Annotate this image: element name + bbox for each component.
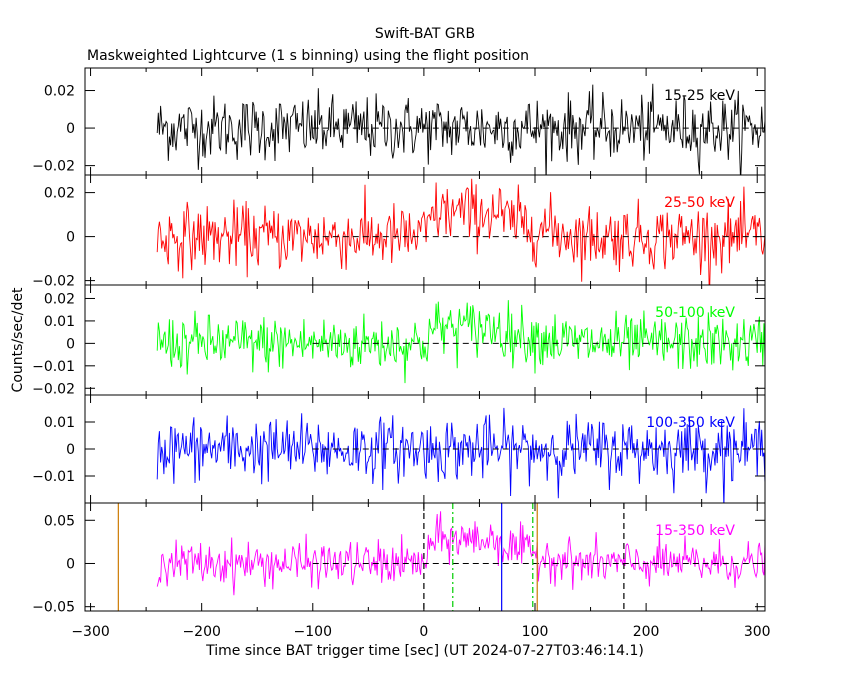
x-tick-label: −300 (71, 624, 109, 640)
panel-1: 0.02 0 −0.02 15-25 keV (32, 67, 766, 176)
x-tick-label: 200 (633, 624, 660, 640)
y-tick-label: 0.02 (44, 84, 75, 100)
panel-5: 0.05 0 −0.05 15-350 keV (32, 502, 766, 616)
y-tick-label: −0.05 (32, 600, 75, 616)
series-legend-label: 50-100 keV (655, 305, 735, 321)
series-line-5 (156, 511, 765, 596)
chart-title: Swift-BAT GRB (375, 26, 475, 42)
y-tick-label: 0.02 (44, 186, 75, 202)
y-axis-label: Counts/sec/det (10, 287, 26, 392)
series-line-3 (156, 300, 765, 384)
x-tick-label: 300 (744, 624, 771, 640)
y-tick-label: 0 (66, 230, 75, 246)
series-line-2 (156, 178, 765, 285)
y-tick-label: −0.02 (32, 159, 75, 175)
series-legend-label: 15-350 keV (655, 523, 735, 539)
y-tick-label: 0.05 (44, 513, 75, 529)
panel-frame (84, 284, 766, 396)
chart-subtitle: Maskweighted Lightcurve (1 s binning) us… (87, 48, 529, 64)
y-tick-label: 0.02 (44, 291, 75, 307)
y-tick-label: −0.02 (32, 381, 75, 397)
panel-3: 0.02 0.01 0 −0.01 −0.02 50-100 keV (32, 284, 766, 397)
x-tick-label: 100 (522, 624, 549, 640)
x-tick-label: −100 (294, 624, 332, 640)
y-tick-label: 0 (66, 442, 75, 458)
y-tick-label: −0.01 (32, 359, 75, 375)
series-legend-label: 100-350 keV (646, 415, 735, 431)
series-legend-label: 25-50 keV (664, 195, 735, 211)
y-tick-label: −0.01 (32, 469, 75, 485)
panel-2: 0.02 0 −0.02 25-50 keV (32, 174, 766, 290)
y-tick-label: 0 (66, 336, 75, 352)
y-tick-label: 0 (66, 556, 75, 572)
y-tick-label: 0.01 (44, 314, 75, 330)
y-tick-label: 0.01 (44, 415, 75, 431)
x-axis-label: Time since BAT trigger time [sec] (UT 20… (205, 643, 644, 659)
y-tick-label: −0.02 (32, 274, 75, 290)
panel-frame (84, 502, 766, 612)
x-tick-label: 0 (419, 624, 428, 640)
x-tick-label: −200 (182, 624, 220, 640)
series-line-4 (156, 407, 765, 503)
series-legend-label: 15-25 keV (664, 88, 735, 104)
panel-4: 0.01 0 −0.01 100-350 keV (32, 394, 766, 504)
y-tick-label: 0 (66, 121, 75, 137)
